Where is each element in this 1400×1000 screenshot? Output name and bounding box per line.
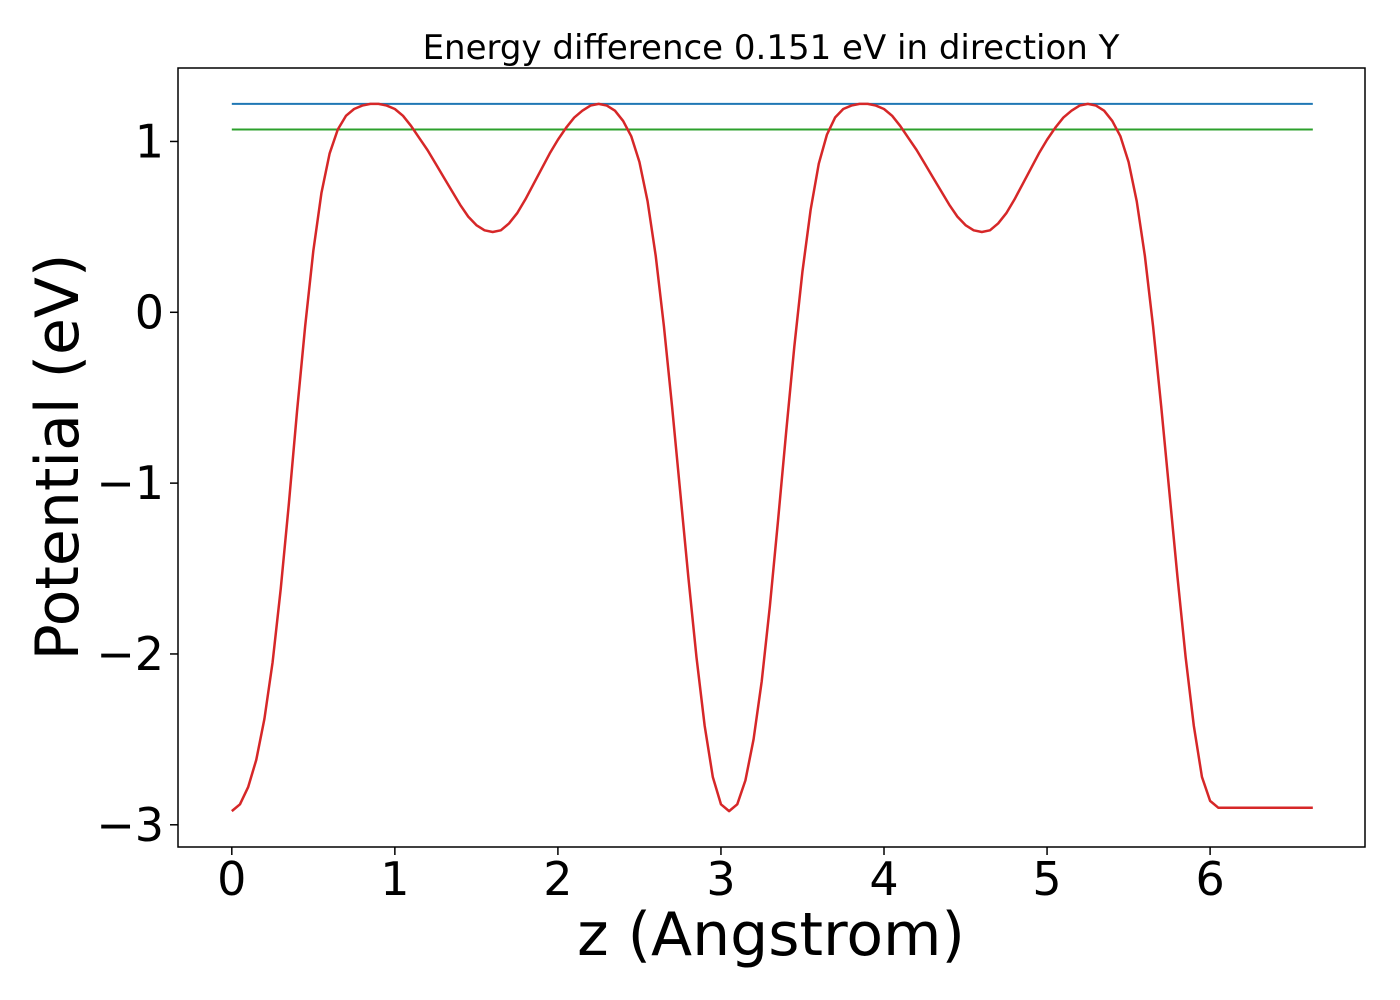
x-axis-label: z (Angstrom) [577,900,965,970]
x-tick-label: 4 [869,852,898,906]
x-tick-label: 5 [1032,852,1061,906]
y-tick-label: −2 [96,627,164,681]
y-axis-label: Potential (eV) [23,254,93,661]
y-tick-label: −1 [96,456,164,510]
x-tick-label: 2 [543,852,572,906]
potential-curve [231,102,1313,813]
chart-title: Energy difference 0.151 eV in direction … [423,28,1120,68]
x-tick-label: 1 [380,852,409,906]
plot-area: 0 1 2 3 4 5 6 −3 −2 −1 0 1 [96,67,1366,906]
series-layer [231,102,1313,813]
y-tick-label: 0 [135,285,164,339]
plot-frame [177,67,1366,848]
y-tick-label: 1 [135,114,164,168]
x-axis-ticks: 0 1 2 3 4 5 6 [217,847,1225,906]
x-tick-label: 3 [706,852,735,906]
x-tick-label: 0 [217,852,246,906]
y-tick-label: −3 [96,798,164,852]
x-tick-label: 6 [1195,852,1224,906]
y-axis-ticks: −3 −2 −1 0 1 [96,114,178,852]
